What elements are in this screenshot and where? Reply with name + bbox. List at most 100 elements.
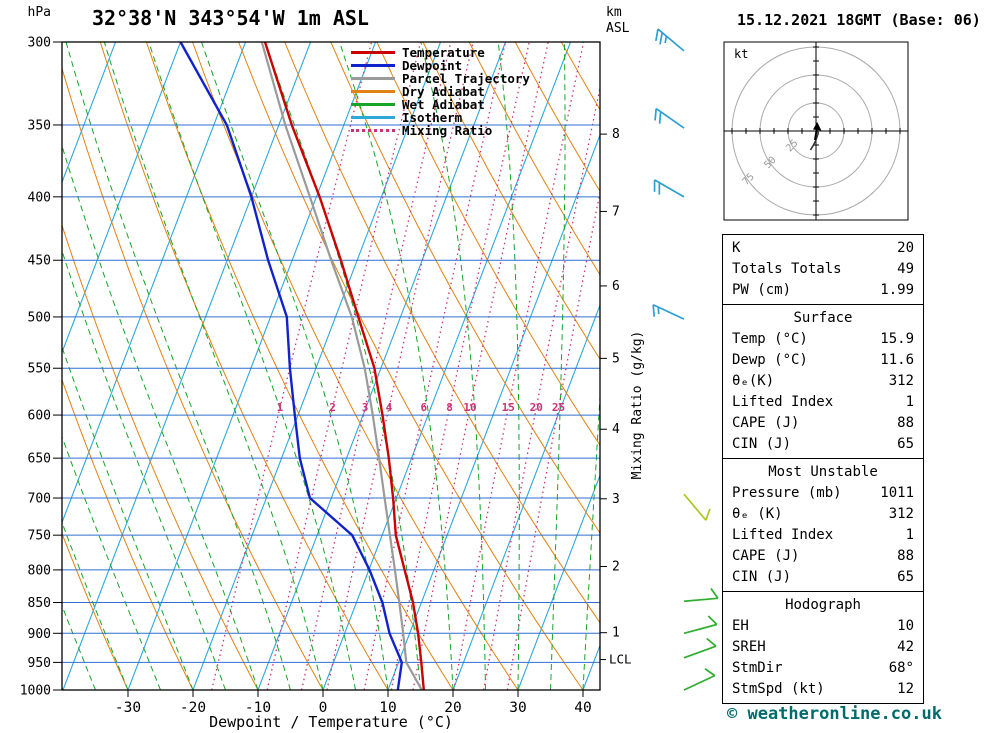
hodograph-unit-label: kt	[734, 47, 748, 61]
mixing-ratio-labels: 1 2 3 4 6 8 10 15 20 25	[277, 401, 566, 414]
svg-text:6: 6	[421, 401, 428, 414]
table-row: CAPE (J) 88	[723, 413, 923, 434]
svg-text:400: 400	[28, 190, 51, 205]
table-row: Lifted Index 1	[723, 392, 923, 413]
svg-text:950: 950	[28, 656, 51, 671]
svg-text:25: 25	[552, 401, 565, 414]
svg-text:4: 4	[386, 401, 393, 414]
metric-value: 88	[897, 415, 914, 431]
metric-value: 42	[897, 639, 914, 655]
svg-text:20: 20	[530, 401, 543, 414]
background-grid	[62, 42, 600, 690]
svg-text:1000: 1000	[20, 684, 51, 699]
legend: Temperature Dewpoint Parcel Trajectory D…	[351, 46, 530, 137]
table-row: CAPE (J) 88	[723, 546, 923, 567]
svg-text:750: 750	[28, 529, 51, 544]
legend-line-temperature	[351, 51, 395, 54]
svg-text:8: 8	[612, 127, 620, 142]
table-row: K 20	[723, 238, 923, 259]
dewpoint-curve	[179, 42, 404, 690]
metric-value: 20	[897, 240, 914, 256]
metric-value: 15.9	[880, 331, 914, 347]
table-row: StmSpd (kt) 12	[723, 679, 923, 700]
svg-text:ASL: ASL	[606, 21, 630, 36]
svg-text:3: 3	[612, 492, 620, 507]
metric-label: CIN (J)	[732, 436, 792, 452]
svg-text:0: 0	[319, 700, 328, 716]
metric-value: 10	[897, 618, 914, 634]
svg-text:1: 1	[612, 626, 620, 641]
legend-item: Mixing Ratio	[351, 124, 530, 137]
metric-value: 65	[897, 436, 914, 452]
metric-label: CIN (J)	[732, 569, 792, 585]
datetime-label: 15.12.2021 18GMT (Base: 06)	[737, 11, 981, 29]
metric-label: StmSpd (kt)	[732, 681, 825, 697]
svg-text:10: 10	[379, 700, 396, 716]
svg-text:800: 800	[28, 563, 51, 578]
svg-text:30: 30	[509, 700, 526, 716]
svg-text:850: 850	[28, 596, 51, 611]
station-title: 32°38'N 343°54'W 1m ASL	[92, 6, 369, 30]
metric-value: 65	[897, 569, 914, 585]
table-row: EH 10	[723, 616, 923, 637]
legend-line-dewpoint	[351, 64, 395, 67]
legend-label: Temperature	[402, 45, 485, 60]
metric-label: PW (cm)	[732, 282, 792, 298]
table-row: Dewp (°C) 11.6	[723, 350, 923, 371]
legend-label: Dewpoint	[402, 58, 463, 73]
legend-label: Isotherm	[402, 110, 463, 125]
table-row: StmDir 68°	[723, 658, 923, 679]
legend-line-parcel	[351, 77, 395, 80]
table-section-title: Most Unstable	[768, 464, 878, 480]
metric-value: 312	[888, 506, 914, 522]
metric-value: 88	[897, 548, 914, 564]
indices-table: K 20 Totals Totals 49 PW (cm) 1.99	[722, 234, 924, 305]
legend-line-isotherm	[351, 116, 395, 119]
metric-value: 12	[897, 681, 914, 697]
metric-label: Temp (°C)	[732, 331, 808, 347]
metric-value: 1.99	[880, 282, 914, 298]
legend-label: Parcel Trajectory	[402, 71, 530, 86]
metric-label: SREH	[732, 639, 766, 655]
metric-label: CAPE (J)	[732, 415, 800, 431]
hodograph-table: Hodograph EH 10 SREH 42 StmDir 68° StmSpd (…	[722, 591, 924, 704]
metric-value: 68°	[888, 660, 914, 676]
svg-text:-30: -30	[115, 700, 141, 716]
svg-text:40: 40	[574, 700, 591, 716]
metric-label: θₑ (K)	[732, 506, 783, 522]
svg-text:300: 300	[28, 36, 51, 51]
svg-text:3: 3	[362, 401, 369, 414]
metric-label: EH	[732, 618, 749, 634]
svg-text:4: 4	[612, 422, 620, 437]
metric-label: Pressure (mb)	[732, 485, 842, 501]
svg-text:650: 650	[28, 452, 51, 467]
plot-frame	[61, 41, 601, 691]
svg-text:8: 8	[446, 401, 453, 414]
svg-text:500: 500	[28, 310, 51, 325]
metric-value: 11.6	[880, 352, 914, 368]
svg-text:10: 10	[463, 401, 476, 414]
legend-item: Parcel Trajectory	[351, 72, 530, 85]
svg-text:5: 5	[612, 351, 620, 366]
legend-item: Temperature	[351, 46, 530, 59]
legend-label: Mixing Ratio	[402, 123, 493, 138]
legend-item: Dewpoint	[351, 59, 530, 72]
svg-text:550: 550	[28, 362, 51, 377]
table-row: θₑ (K) 312	[723, 504, 923, 525]
svg-text:15: 15	[502, 401, 515, 414]
metric-value: 49	[897, 261, 914, 277]
copyright: © weatheronline.co.uk	[727, 704, 942, 724]
metric-label: θₑ(K)	[732, 373, 775, 389]
svg-text:600: 600	[28, 409, 51, 424]
legend-item: Wet Adiabat	[351, 98, 530, 111]
legend-line-mixing-ratio	[351, 129, 395, 132]
pressure-axis: hPa 300 350 400 450 500 550 600 650 700 750 800 850 9…	[20, 5, 62, 699]
svg-text:2: 2	[612, 560, 620, 575]
svg-text:50: 50	[762, 155, 778, 171]
legend-item: Dry Adiabat	[351, 85, 530, 98]
legend-label: Wet Adiabat	[402, 97, 485, 112]
table-row: Lifted Index 1	[723, 525, 923, 546]
table-row: Temp (°C) 15.9	[723, 329, 923, 350]
